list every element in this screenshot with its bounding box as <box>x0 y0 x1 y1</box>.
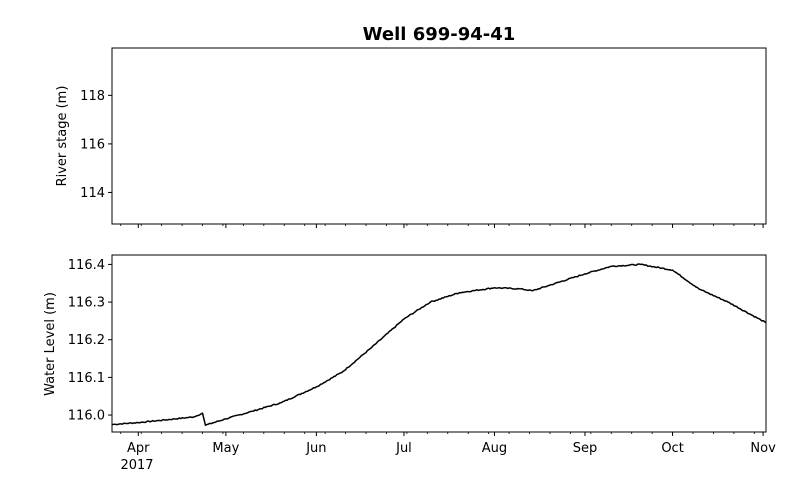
month-tick-label: Sep <box>573 441 598 456</box>
month-tick-label: Jun <box>305 441 326 456</box>
river-stage-y-axis-label: River stage (m) <box>55 86 70 187</box>
chart-title: Well 699-94-41 <box>363 24 516 45</box>
water-level-series-line <box>111 263 767 426</box>
river-stage-plot-frame <box>111 47 767 225</box>
month-tick-label: May <box>212 441 239 456</box>
river-stage-panel: 114 116 118 River stage (m) <box>55 47 767 228</box>
river-stage-y-ticks: 114 116 118 <box>80 89 112 201</box>
water-level-x-ticks: Apr May Jun Jul Aug Sep Oct Nov <box>120 432 776 456</box>
month-tick-label: Aug <box>482 441 507 456</box>
water-level-y-tick-label: 116.0 <box>68 409 105 424</box>
month-tick-label: Jul <box>395 441 412 456</box>
water-level-panel: 116.0 116.1 116.2 116.3 116.4 Apr May Jun Jul Au… <box>43 254 776 473</box>
month-tick-label: Oct <box>661 441 683 456</box>
water-level-y-tick-label: 116.3 <box>68 296 105 311</box>
river-stage-y-tick-label: 116 <box>80 137 105 152</box>
water-level-y-ticks: 116.0 116.1 116.2 116.3 116.4 <box>68 258 112 424</box>
year-label: 2017 <box>120 458 153 473</box>
water-level-y-tick-label: 116.2 <box>68 333 105 348</box>
water-level-y-tick-label: 116.1 <box>68 371 105 386</box>
water-level-plot-frame <box>111 254 767 433</box>
month-tick-label: Apr <box>127 441 150 456</box>
water-level-y-axis-label: Water Level (m) <box>43 292 58 396</box>
river-stage-y-tick-label: 118 <box>80 89 105 104</box>
month-tick-label: Nov <box>750 441 776 456</box>
river-stage-x-ticks <box>120 224 764 228</box>
water-level-y-tick-label: 116.4 <box>68 258 105 273</box>
river-stage-y-tick-label: 114 <box>80 186 105 201</box>
